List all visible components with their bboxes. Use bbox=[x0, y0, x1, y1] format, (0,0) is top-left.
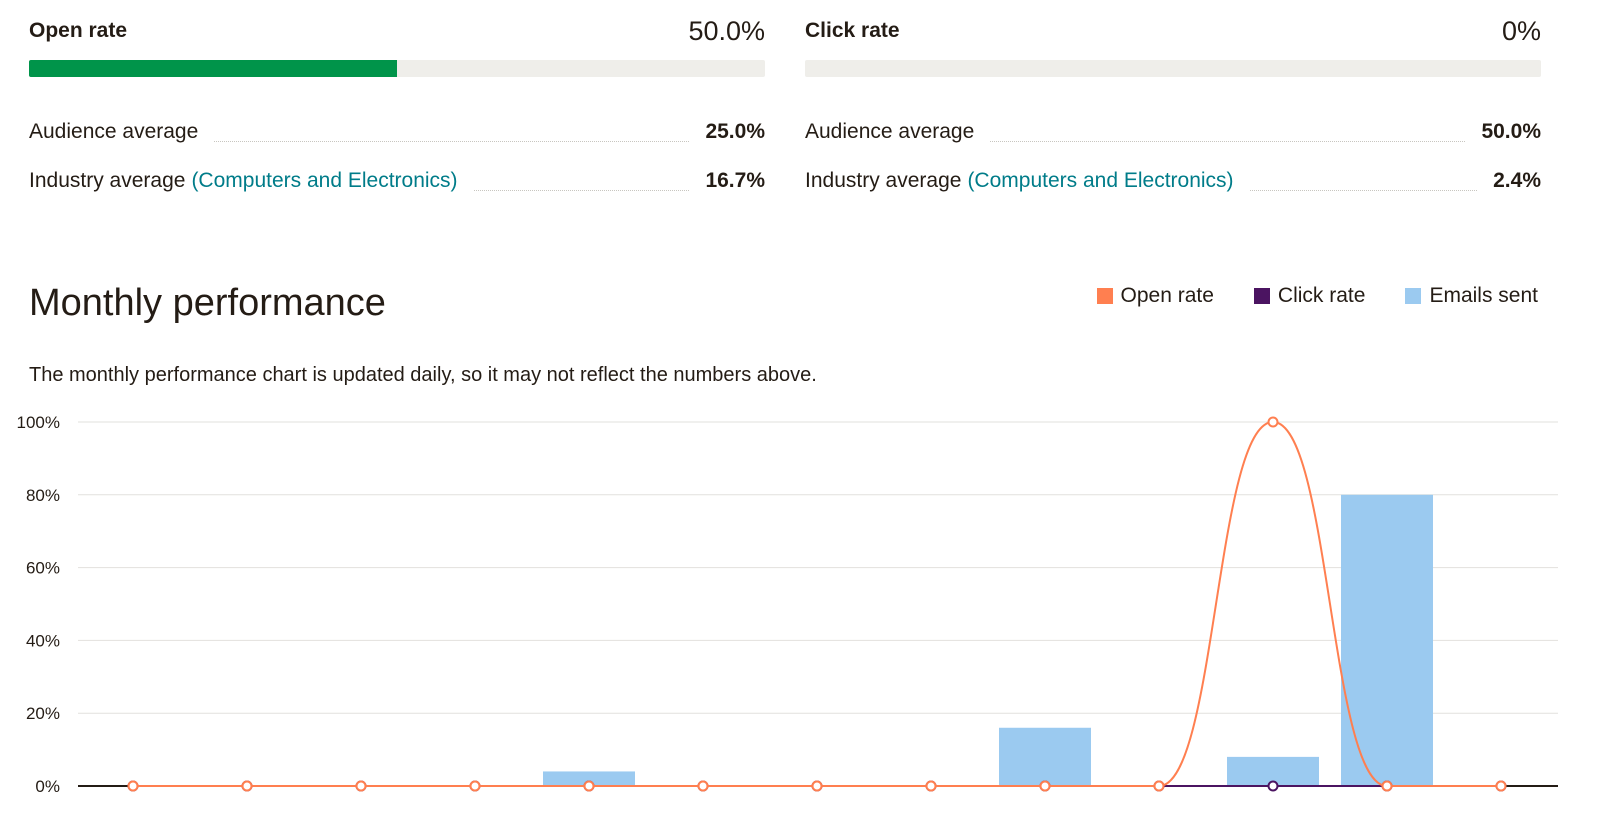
dotted-leader bbox=[1249, 190, 1478, 191]
audience-average-label: Audience average bbox=[29, 120, 199, 143]
y-tick-label: 80% bbox=[26, 486, 60, 505]
open-rate-point bbox=[1039, 780, 1051, 792]
click-rate-panel: Click rate 0% Audience average 50.0% Ind… bbox=[805, 0, 1541, 192]
click-rate-header: Click rate 0% bbox=[805, 0, 1541, 60]
legend-item-emails-sent[interactable]: Emails sent bbox=[1405, 284, 1538, 308]
emails-sent-bar bbox=[543, 771, 635, 786]
open-rate-value: 50.0% bbox=[688, 16, 765, 46]
emails-sent-bar bbox=[1341, 494, 1433, 786]
open-rate-point bbox=[127, 780, 139, 792]
industry-average-value: 2.4% bbox=[1493, 169, 1541, 192]
dotted-leader bbox=[473, 190, 690, 191]
open-rate-point bbox=[925, 780, 937, 792]
industry-link[interactable]: (Computers and Electronics) bbox=[967, 169, 1234, 192]
legend-swatch bbox=[1096, 288, 1113, 304]
audience-average-label: Audience average bbox=[805, 120, 975, 143]
click-rate-audience-average-row: Audience average 50.0% bbox=[805, 120, 1541, 150]
legend-label: Open rate bbox=[1120, 284, 1214, 307]
open-rate-point bbox=[469, 780, 481, 792]
audience-average-value: 50.0% bbox=[1481, 120, 1541, 143]
y-tick-label: 60% bbox=[26, 559, 60, 578]
emails-sent-bar bbox=[999, 727, 1091, 786]
open-rate-point bbox=[583, 780, 595, 792]
open-rate-point bbox=[355, 780, 367, 792]
open-rate-progress-track bbox=[29, 60, 765, 77]
chart-note: The monthly performance chart is updated… bbox=[29, 364, 817, 386]
section-title: Monthly performance bbox=[29, 282, 386, 324]
chart-legend: Open rate Click rate Emails sent bbox=[1096, 284, 1538, 308]
click-rate-value: 0% bbox=[1501, 16, 1541, 46]
y-tick-label: 20% bbox=[26, 704, 60, 723]
industry-average-label: Industry average bbox=[29, 169, 186, 192]
click-rate-point bbox=[1267, 780, 1279, 792]
audience-average-value: 25.0% bbox=[705, 120, 765, 143]
industry-average-label: Industry average bbox=[805, 169, 962, 192]
dotted-leader bbox=[214, 141, 690, 142]
open-rate-point bbox=[241, 780, 253, 792]
industry-link[interactable]: (Computers and Electronics) bbox=[191, 169, 458, 192]
dotted-leader bbox=[990, 141, 1466, 142]
legend-label: Click rate bbox=[1277, 284, 1366, 307]
open-rate-point bbox=[697, 780, 709, 792]
industry-average-value: 16.7% bbox=[705, 169, 765, 192]
y-tick-label: 0% bbox=[35, 777, 60, 796]
open-rate-progress-fill bbox=[29, 60, 397, 77]
open-rate-title: Open rate bbox=[29, 19, 128, 42]
click-rate-industry-average-row: Industry average (Computers and Electron… bbox=[805, 169, 1541, 199]
y-tick-label: 100% bbox=[17, 413, 60, 432]
click-rate-title: Click rate bbox=[805, 19, 900, 42]
open-rate-line bbox=[133, 420, 1501, 787]
y-tick-label: 40% bbox=[26, 631, 60, 650]
monthly-performance-chart: 0% 20% 40% 60% 80% 100% bbox=[17, 413, 1558, 796]
open-rate-point bbox=[1495, 780, 1507, 792]
open-rate-header: Open rate 50.0% bbox=[29, 0, 765, 60]
open-rate-point bbox=[1153, 780, 1165, 792]
legend-swatch bbox=[1253, 288, 1270, 304]
open-rate-industry-average-row: Industry average (Computers and Electron… bbox=[29, 169, 765, 199]
open-rate-point bbox=[1267, 416, 1279, 428]
legend-swatch bbox=[1405, 288, 1422, 304]
click-rate-progress-track bbox=[805, 60, 1541, 77]
open-rate-point bbox=[1381, 780, 1393, 792]
open-rate-point bbox=[811, 780, 823, 792]
open-rate-audience-average-row: Audience average 25.0% bbox=[29, 120, 765, 150]
legend-item-click-rate[interactable]: Click rate bbox=[1253, 284, 1366, 308]
open-rate-panel: Open rate 50.0% Audience average 25.0% I… bbox=[29, 0, 765, 192]
legend-label: Emails sent bbox=[1429, 284, 1538, 307]
legend-item-open-rate[interactable]: Open rate bbox=[1096, 284, 1214, 308]
